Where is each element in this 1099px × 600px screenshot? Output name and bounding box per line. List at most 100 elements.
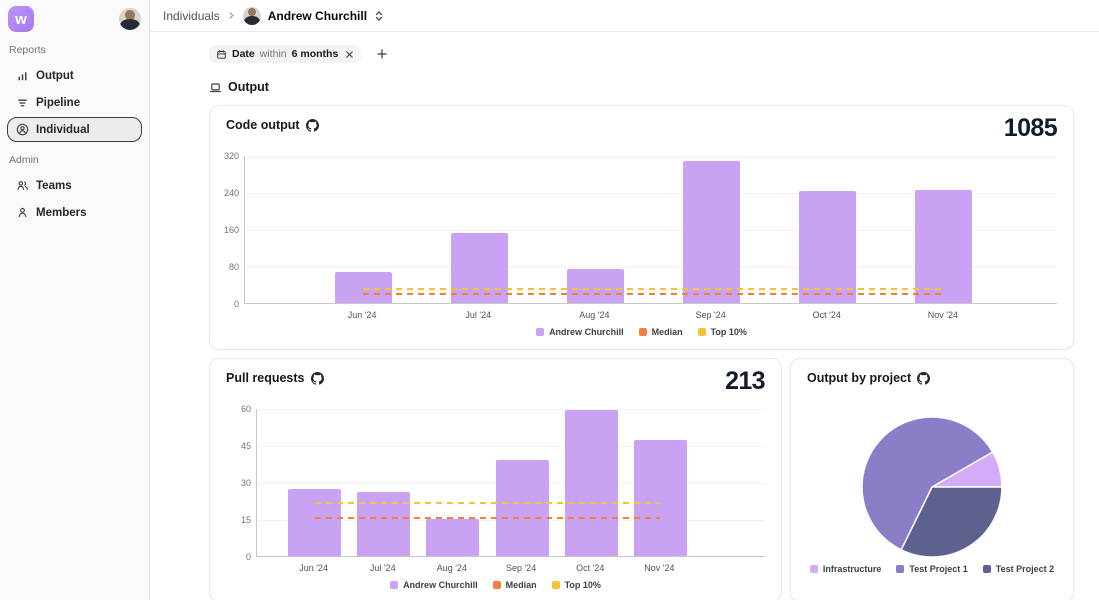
bar-oct-24[interactable] xyxy=(564,410,618,556)
calendar-icon xyxy=(216,49,227,60)
legend-swatch xyxy=(809,565,818,573)
bar-jun-24[interactable] xyxy=(334,272,392,303)
legend-label: Infrastructure xyxy=(822,564,882,574)
legend-label: Andrew Churchill xyxy=(549,327,624,337)
sidebar-item-label: Individual xyxy=(36,123,90,136)
chart-plot-area: 0 15 30 45 60 xyxy=(241,404,765,562)
bar-nov-24[interactable] xyxy=(633,440,687,556)
plus-icon xyxy=(376,48,388,60)
y-axis-tick-label: 160 xyxy=(223,225,239,235)
card-title: Code output xyxy=(226,118,300,132)
github-icon xyxy=(310,371,324,385)
bar-oct-24[interactable] xyxy=(799,190,857,303)
sidebar: w Reports Output Pipeline Individual Adm… xyxy=(0,0,150,600)
legend-item-infrastructure[interactable]: Infrastructure xyxy=(809,564,882,574)
laptop-icon xyxy=(209,81,222,94)
y-axis-tick-label: 30 xyxy=(240,478,251,488)
legend-item-median[interactable]: Median xyxy=(638,327,683,337)
legend-item-test-project-1[interactable]: Test Project 1 xyxy=(896,564,968,574)
chart-legend: Andrew Churchill Median Top 10% xyxy=(226,327,1057,337)
y-axis-tick-label: 240 xyxy=(223,188,239,198)
legend-label: Test Project 2 xyxy=(995,564,1055,574)
x-axis-tick-label: Aug '24 xyxy=(436,563,468,573)
sidebar-item-label: Pipeline xyxy=(36,96,81,109)
gridline xyxy=(257,446,765,447)
sidebar-item-individual[interactable]: Individual xyxy=(7,117,142,142)
bar-sep-24[interactable] xyxy=(495,459,549,556)
sidebar-item-teams[interactable]: Teams xyxy=(7,173,142,198)
section-header: Output xyxy=(209,80,1074,94)
breadcrumb-root[interactable]: Individuals xyxy=(163,8,220,23)
legend-swatch xyxy=(390,581,399,589)
legend-item-andrew-churchill[interactable]: Andrew Churchill xyxy=(536,327,624,337)
sidebar-section-admin-label: Admin xyxy=(9,154,39,166)
github-icon xyxy=(917,371,931,385)
section-title: Output xyxy=(228,80,269,94)
y-axis-tick-label: 80 xyxy=(228,262,239,272)
bar-nov-24[interactable] xyxy=(915,190,973,303)
pie-slice-test-project-1[interactable] xyxy=(861,416,994,551)
bar-jun-24[interactable] xyxy=(288,489,342,556)
legend-swatch xyxy=(896,565,905,573)
legend-swatch xyxy=(697,328,706,336)
user-icon xyxy=(16,206,29,219)
pull-requests-card: Pull requests 213 0 15 30 45 60 Jun '24 Jul '2… xyxy=(209,358,782,600)
output-by-project-pie xyxy=(791,415,1073,559)
chart-legend: Andrew Churchill Median Top 10% xyxy=(226,580,765,590)
legend-label: Top 10% xyxy=(710,327,747,337)
sidebar-item-pipeline[interactable]: Pipeline xyxy=(7,90,142,115)
pull-requests-total: 213 xyxy=(725,367,766,395)
breadcrumb-avatar xyxy=(242,6,261,25)
pie-chart xyxy=(861,416,1003,558)
output-by-project-card: Output by project Infrastructure Test Pro… xyxy=(790,358,1074,600)
median-line xyxy=(363,293,944,296)
legend-item-top-10-[interactable]: Top 10% xyxy=(697,327,747,337)
legend-item-andrew-churchill[interactable]: Andrew Churchill xyxy=(390,580,478,590)
gridline xyxy=(245,267,1057,268)
filter-bar: Date within 6 months xyxy=(209,45,1074,63)
add-filter-button[interactable] xyxy=(374,46,390,62)
bar-aug-24[interactable] xyxy=(426,519,480,556)
gridline xyxy=(245,230,1057,231)
main-area: Individuals Andrew Churchill Date within… xyxy=(150,0,1099,600)
date-filter-chip[interactable]: Date within 6 months xyxy=(209,45,362,63)
bar-jul-24[interactable] xyxy=(450,233,508,303)
y-axis-tick-label: 15 xyxy=(240,515,251,525)
x-axis-tick-label: Jun '24 xyxy=(299,563,328,573)
gridline xyxy=(245,193,1057,194)
x-axis-tick-label: Nov '24 xyxy=(927,310,959,320)
legend-item-top-10-[interactable]: Top 10% xyxy=(551,580,601,590)
pull-requests-chart: 0 15 30 45 60 Jun '24 Jul '24 Aug '24 Sep '24 Oct… xyxy=(210,404,781,590)
github-icon xyxy=(305,118,319,132)
chart-plot-area: 0 80 160 240 320 xyxy=(224,151,1057,309)
code-output-total: 1085 xyxy=(1003,114,1058,142)
y-axis-tick-label: 60 xyxy=(240,404,251,414)
legend-swatch xyxy=(551,581,560,589)
x-axis-tick-label: Jun '24 xyxy=(347,310,377,320)
remove-filter-icon[interactable] xyxy=(345,50,354,59)
x-axis-tick-label: Jul '24 xyxy=(369,563,396,573)
legend-label: Top 10% xyxy=(564,580,601,590)
filter-value: 6 months xyxy=(291,48,339,60)
x-axis-tick-label: Sep '24 xyxy=(695,310,726,320)
top-10--line xyxy=(314,501,661,504)
card-title: Pull requests xyxy=(226,371,305,385)
person-switcher-icon[interactable] xyxy=(374,10,384,22)
legend-swatch xyxy=(492,581,501,589)
pie-slice-test-project-2[interactable] xyxy=(900,486,1003,558)
y-axis-tick-label: 45 xyxy=(240,441,251,451)
sidebar-item-members[interactable]: Members xyxy=(7,200,142,225)
x-axis-tick-label: Aug '24 xyxy=(579,310,610,320)
card-title: Output by project xyxy=(807,371,912,385)
legend-item-median[interactable]: Median xyxy=(492,580,537,590)
bar-aug-24[interactable] xyxy=(566,268,624,303)
legend-item-test-project-2[interactable]: Test Project 2 xyxy=(982,564,1055,574)
breadcrumb: Individuals Andrew Churchill xyxy=(150,0,1099,32)
pipeline-icon xyxy=(16,96,29,109)
bar-sep-24[interactable] xyxy=(683,161,741,303)
app-logo[interactable]: w xyxy=(8,6,34,32)
sidebar-user-avatar[interactable] xyxy=(119,8,141,30)
sidebar-item-output[interactable]: Output xyxy=(7,63,142,88)
sidebar-item-label: Members xyxy=(36,206,87,219)
legend-label: Test Project 1 xyxy=(909,564,968,574)
